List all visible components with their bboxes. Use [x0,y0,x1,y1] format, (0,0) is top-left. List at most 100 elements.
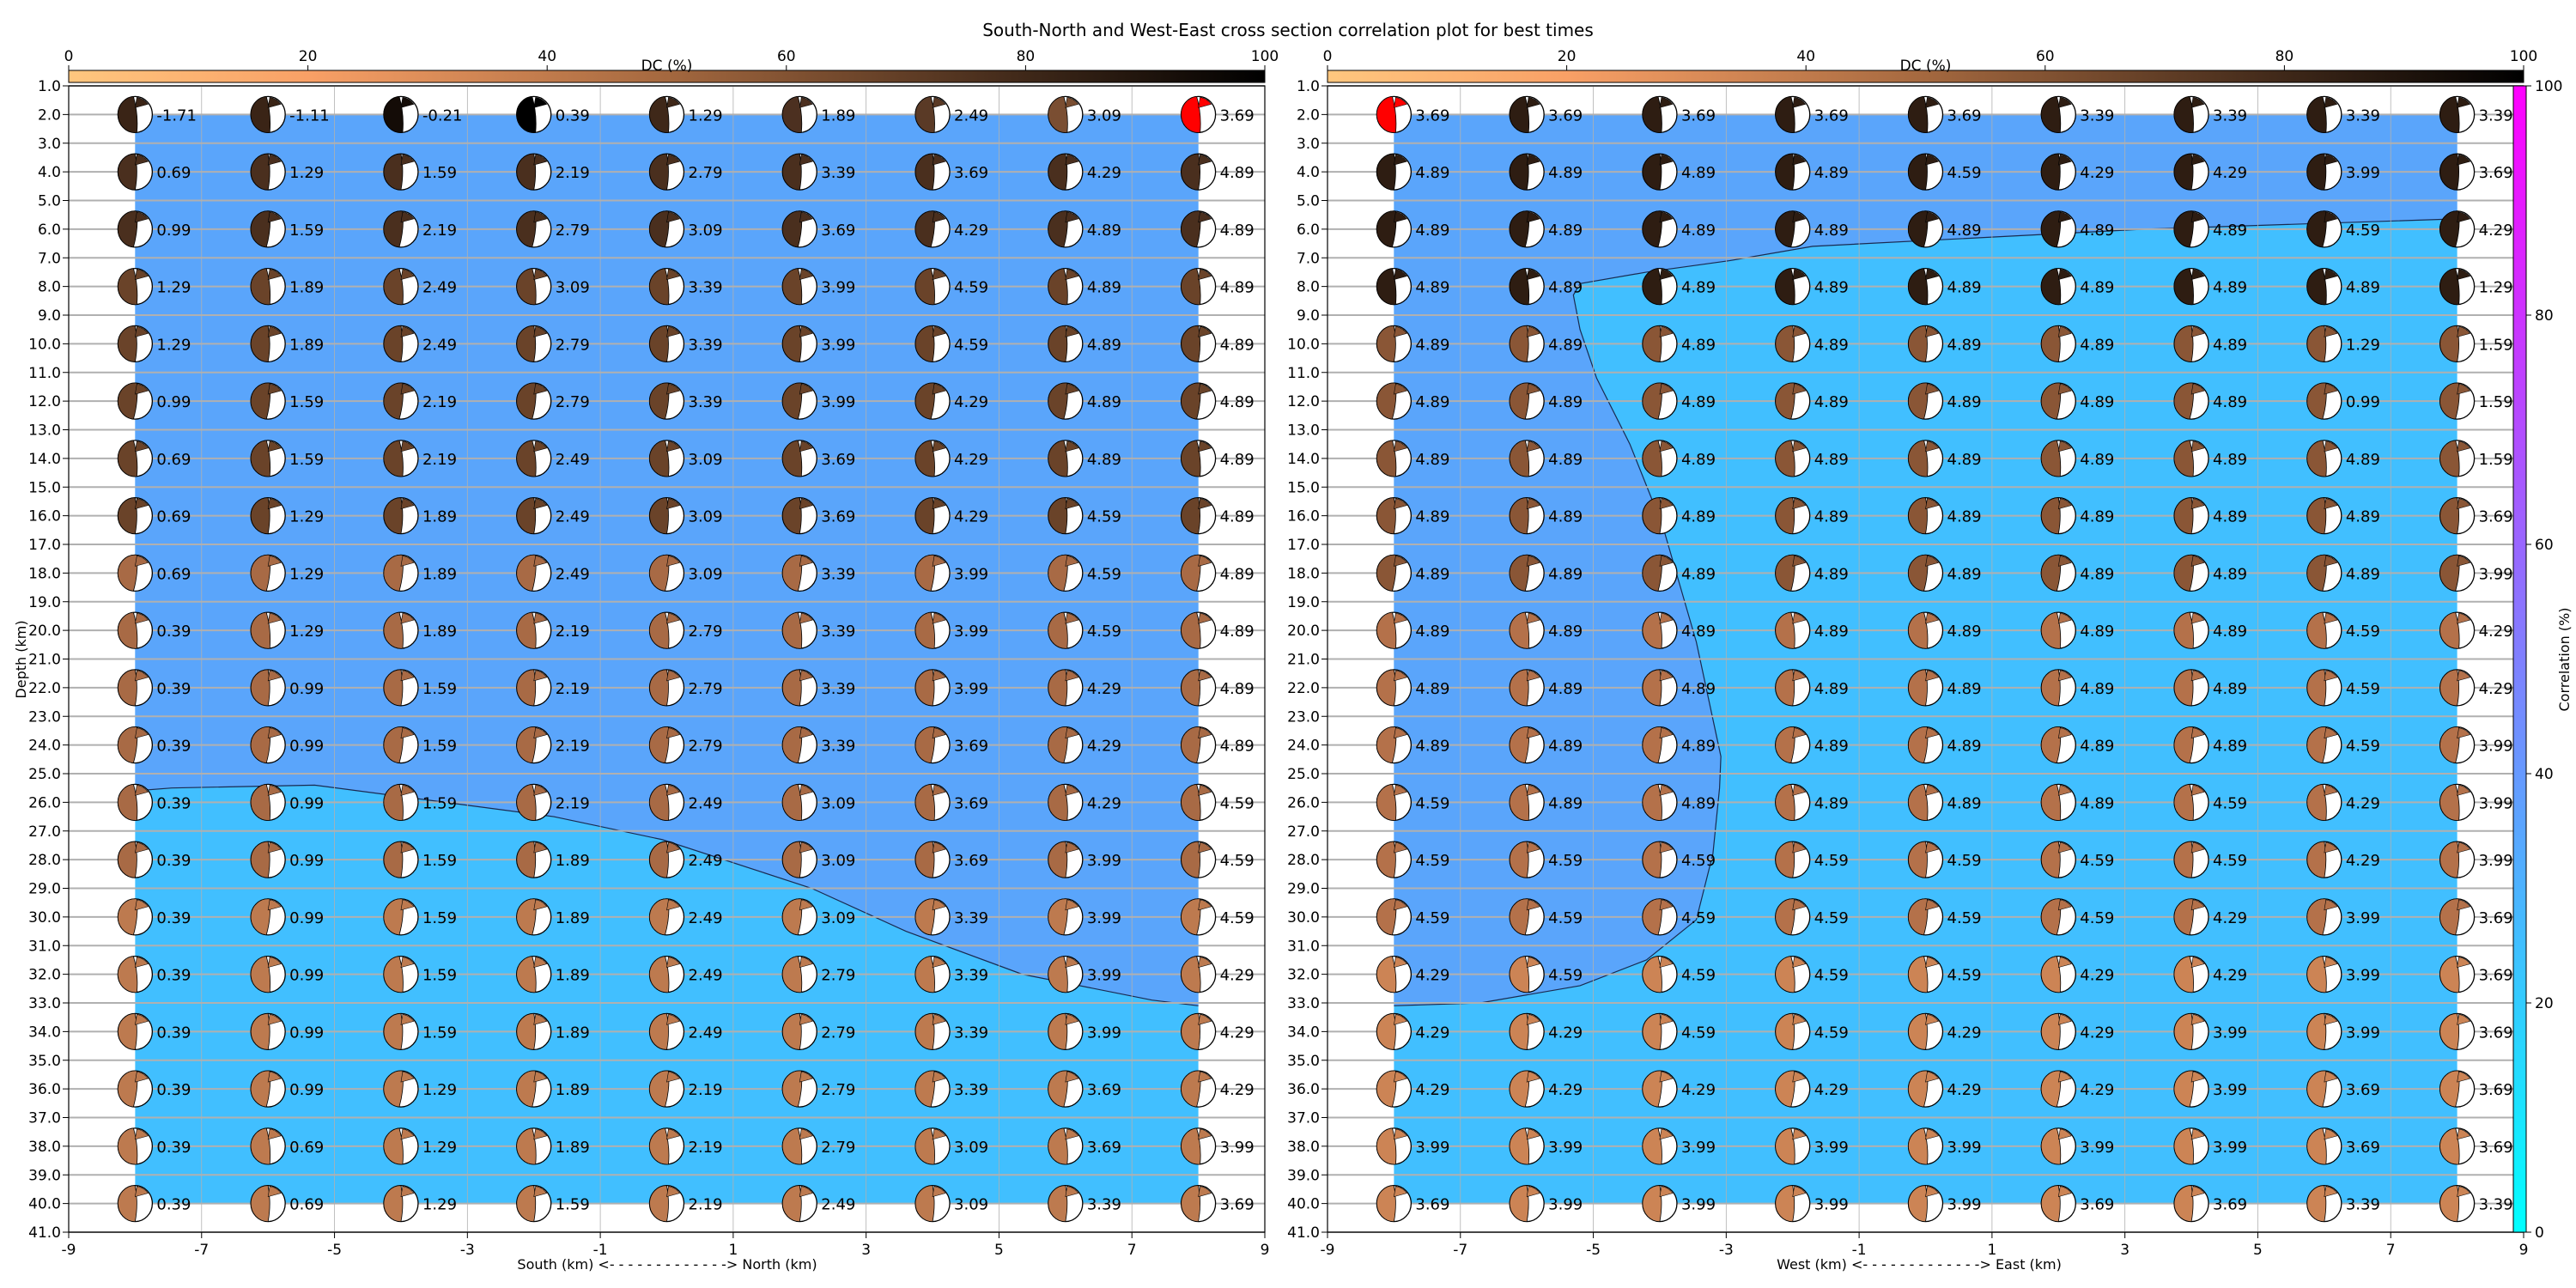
beachball [781,1012,817,1051]
beachball [2173,440,2209,477]
beachball-compressional-quadrant [649,1127,670,1165]
beachball-wedge [932,612,946,624]
beachball-compressional-quadrant [2306,153,2327,191]
beachball-wedge [1659,1014,1674,1025]
beachball-wedge [400,498,415,510]
beachball-compressional-quadrant [117,153,137,191]
beachball-value-label: 3.69 [1087,1081,1121,1099]
beachball-compressional-quadrant [781,497,802,535]
beachball-wedge [666,1128,681,1140]
beachball [1907,1184,1944,1223]
beachball-value-label: 4.89 [2213,393,2247,411]
y-tick-label: 13.0 [1287,422,1320,440]
beachball-compressional-quadrant [1048,1070,1068,1108]
beachball-wedge [400,556,415,567]
beachball [1642,554,1678,592]
beachball [2439,1184,2476,1223]
beachball-compressional-quadrant [2173,554,2194,592]
y-tick-label: 24.0 [1287,738,1320,755]
beachball [1376,1127,1413,1165]
beachball-compressional-quadrant [1775,1012,1795,1050]
beachball-value-label: 2.19 [556,738,590,756]
beachball [648,1127,685,1165]
beachball-compressional-quadrant [914,153,935,191]
beachball [648,210,685,248]
beachball [1509,1127,1545,1165]
beachball [1180,955,1217,993]
beachball-wedge [1394,211,1407,223]
x-tick-label: 7 [2386,1242,2396,1259]
beachball-compressional-quadrant [2439,611,2460,649]
beachball-compressional-quadrant [649,783,670,821]
beachball-value-label: 1.59 [422,738,457,756]
beachball-compressional-quadrant [1908,783,1929,821]
beachball-wedge [2057,154,2072,166]
beachball-compressional-quadrant [1642,669,1662,707]
beachball-value-label: 4.89 [1814,794,1849,812]
beachball [781,1127,817,1165]
beachball-compressional-quadrant [1048,783,1068,821]
beachball-value-label: 2.79 [821,1024,855,1042]
beachball [2173,1012,2209,1051]
beachball-compressional-quadrant [2439,95,2460,133]
beachball [1509,95,1545,134]
beachball-wedge [2057,727,2072,739]
beachball-compressional-quadrant [2040,268,2062,306]
beachball [117,325,154,363]
beachball-wedge [2457,1186,2471,1198]
beachball-compressional-quadrant [516,268,537,306]
beachball-wedge [135,326,149,337]
beachball-wedge [1526,269,1540,281]
beachball-value-label: 4.89 [1681,164,1716,182]
beachball-compressional-quadrant [2439,669,2460,707]
beachball-value-label: 0.99 [289,738,324,756]
beachball-wedge [1198,785,1212,796]
y-tick-label: 25.0 [28,766,61,783]
beachball [1376,955,1413,993]
beachball-compressional-quadrant [1181,153,1201,191]
beachball-value-label: 3.99 [954,680,988,698]
beachball-value-label: 4.89 [1947,623,1982,641]
beachball-wedge [533,211,548,223]
beachball-wedge [2324,154,2338,166]
beachball-compressional-quadrant [1509,210,1530,248]
beachball-compressional-quadrant [2306,440,2327,477]
beachball-compressional-quadrant [1048,956,1068,993]
beachball [250,267,286,306]
beachball-wedge [799,326,813,337]
y-tick-label: 4.0 [1297,164,1320,181]
y-tick-label: 39.0 [1287,1167,1320,1184]
beachball-wedge [1925,97,1940,108]
beachball-value-label: 1.89 [556,909,590,927]
y-tick-label: 38.0 [28,1139,61,1156]
beachball-value-label: 4.89 [1220,393,1255,411]
beachball-wedge [1792,498,1807,510]
beachball [117,267,154,306]
beachball [1048,267,1084,306]
correlation-contour-line [1394,218,2458,1006]
beachball-value-label: 4.89 [1087,393,1121,411]
y-tick-label: 22.0 [28,680,61,697]
beachball-value-label: 4.89 [2080,279,2114,297]
beachball-value-label: 1.29 [289,565,324,583]
beachball [117,496,154,535]
beachball-compressional-quadrant [1775,841,1795,878]
beachball [2040,210,2076,248]
beachball-compressional-quadrant [2173,726,2194,764]
beachball-compressional-quadrant [1376,841,1396,878]
beachball-compressional-quadrant [2173,153,2194,191]
beachball-compressional-quadrant [914,1070,935,1108]
beachball [383,382,419,420]
beachball-wedge [1792,1071,1807,1083]
beachball-value-label: 0.39 [156,852,191,870]
beachball [1376,841,1413,878]
beachball [2040,1070,2076,1108]
beachball-wedge [135,556,149,567]
beachball [781,669,817,707]
beachball [2040,325,2076,363]
beachball [1775,611,1811,649]
correlation-colorbar-tick-label: 60 [2535,537,2554,554]
beachball [516,841,552,878]
beachball-wedge [2057,785,2072,796]
beachball [1907,1127,1944,1165]
